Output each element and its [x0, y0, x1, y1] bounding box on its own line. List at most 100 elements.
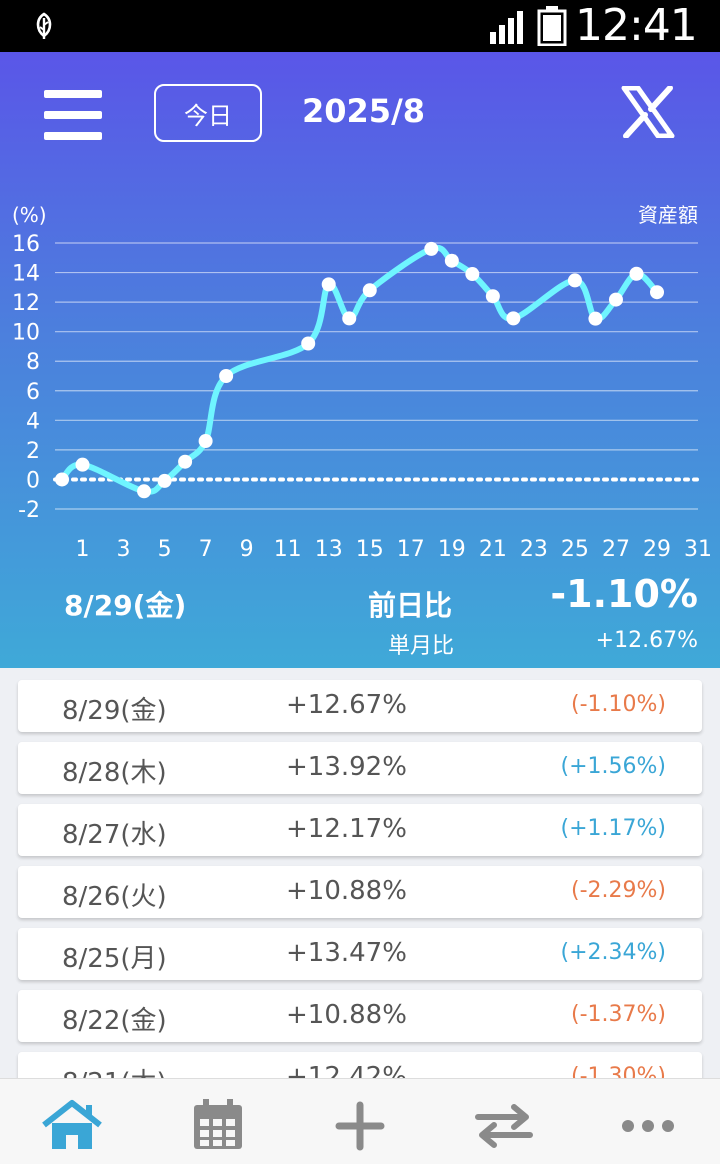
plus-icon[interactable]	[328, 1099, 392, 1151]
home-icon[interactable]	[40, 1099, 104, 1151]
summary-panel: 今日 2025/8 16 14 12 10 8 6 4 2 0 -2 1 3 5 7 9 11 13 15 17 19…	[0, 52, 720, 668]
data-point	[424, 241, 439, 256]
y-tick-label: 12	[12, 291, 40, 316]
bottom-tab-bar	[0, 1078, 720, 1164]
daily-list[interactable]: 8/29(金) +12.67% (-1.10%) 8/28(木) +13.92% (+1.…	[0, 668, 720, 1078]
row-change: (-1.30%)	[571, 1064, 666, 1078]
data-point	[608, 292, 623, 307]
x-tick-label: 27	[602, 537, 630, 562]
row-date: 8/22(金)	[62, 1006, 167, 1036]
y-tick-label: 2	[26, 439, 40, 464]
row-date: 8/25(月)	[62, 944, 167, 974]
row-percent: +12.42%	[286, 1062, 407, 1078]
signal-icon	[490, 11, 523, 44]
x-tick-label: 15	[356, 537, 384, 562]
today-button[interactable]: 今日	[154, 84, 262, 142]
x-tick-label: 1	[76, 537, 90, 562]
data-point	[506, 311, 521, 326]
data-point	[650, 285, 664, 300]
day-change-value: -1.10%	[550, 572, 698, 616]
y-tick-label: 8	[26, 350, 40, 375]
data-point	[444, 253, 459, 268]
data-point	[567, 273, 582, 288]
x-share-icon[interactable]	[620, 86, 676, 138]
list-item[interactable]: 8/22(金) +10.88% (-1.37%)	[18, 990, 702, 1042]
y-tick-label: 0	[26, 468, 40, 493]
y-axis-unit: (%)	[12, 203, 47, 227]
menu-icon[interactable]	[44, 90, 102, 140]
leaf-icon	[36, 12, 52, 39]
list-item[interactable]: 8/29(金) +12.67% (-1.10%)	[18, 680, 702, 732]
row-percent: +10.88%	[286, 876, 407, 906]
data-point	[342, 311, 357, 326]
chart-legend: 資産額	[638, 203, 698, 227]
day-change-label: 前日比	[368, 589, 453, 622]
data-point	[629, 266, 644, 281]
data-point	[219, 369, 234, 383]
row-percent: +13.47%	[286, 938, 407, 968]
row-date: 8/21(木)	[62, 1062, 167, 1078]
x-tick-label: 19	[438, 537, 466, 562]
data-point	[157, 473, 172, 488]
data-point	[198, 434, 213, 449]
data-point	[485, 289, 500, 304]
month-title[interactable]: 2025/8	[302, 92, 426, 130]
calendar-icon[interactable]	[186, 1099, 250, 1151]
data-point	[588, 311, 603, 326]
data-point	[321, 277, 336, 292]
x-tick-label: 31	[684, 537, 712, 562]
row-change: (+1.56%)	[560, 754, 667, 779]
row-date: 8/26(火)	[62, 882, 167, 912]
list-item[interactable]: 8/26(火) +10.88% (-2.29%)	[18, 866, 702, 918]
row-change: (+1.17%)	[560, 816, 667, 841]
status-clock: 12:41	[575, 0, 698, 51]
summary-date: 8/29(金)	[64, 589, 187, 622]
status-bar: 12:41	[0, 0, 720, 52]
y-tick-label: 14	[12, 262, 40, 287]
battery-icon	[537, 6, 567, 46]
list-item[interactable]: 8/25(月) +13.47% (+2.34%)	[18, 928, 702, 980]
y-tick-label: 10	[12, 321, 40, 346]
x-tick-label: 29	[643, 537, 671, 562]
data-point	[465, 267, 480, 282]
x-tick-label: 23	[520, 537, 548, 562]
data-point	[362, 283, 377, 298]
x-tick-label: 3	[117, 537, 131, 562]
month-change-value: +12.67%	[595, 628, 698, 653]
list-item[interactable]: 8/27(水) +12.17% (+1.17%)	[18, 804, 702, 856]
y-tick-label: -2	[18, 498, 40, 523]
x-tick-label: 9	[240, 537, 254, 562]
more-icon[interactable]	[616, 1099, 680, 1151]
row-date: 8/29(金)	[62, 696, 167, 726]
row-date: 8/27(水)	[62, 820, 167, 850]
month-change-label: 単月比	[388, 634, 455, 659]
row-change: (-2.29%)	[571, 878, 666, 903]
x-tick-label: 25	[561, 537, 589, 562]
list-item[interactable]: 8/28(木) +13.92% (+1.56%)	[18, 742, 702, 794]
data-point	[75, 457, 90, 472]
data-point	[137, 484, 152, 499]
row-percent: +12.17%	[286, 814, 407, 844]
data-point	[55, 472, 69, 487]
y-tick-label: 6	[26, 380, 40, 405]
row-date: 8/28(木)	[62, 758, 167, 788]
data-point	[178, 454, 193, 469]
list-item[interactable]: 8/21(木) +12.42% (-1.30%)	[18, 1052, 702, 1078]
row-percent: +12.67%	[286, 690, 407, 720]
row-percent: +10.88%	[286, 1000, 407, 1030]
y-tick-label: 16	[12, 232, 40, 257]
row-change: (+2.34%)	[560, 940, 667, 965]
row-change: (-1.37%)	[571, 1002, 666, 1027]
x-tick-label: 21	[479, 537, 507, 562]
row-change: (-1.10%)	[571, 692, 666, 717]
row-percent: +13.92%	[286, 752, 407, 782]
x-tick-label: 7	[199, 537, 213, 562]
x-tick-label: 5	[158, 537, 172, 562]
x-tick-label: 13	[315, 537, 343, 562]
y-tick-label: 4	[26, 409, 40, 434]
x-tick-label: 11	[274, 537, 302, 562]
data-point	[301, 336, 316, 351]
series-line	[59, 244, 660, 495]
transfer-icon[interactable]	[472, 1099, 536, 1151]
